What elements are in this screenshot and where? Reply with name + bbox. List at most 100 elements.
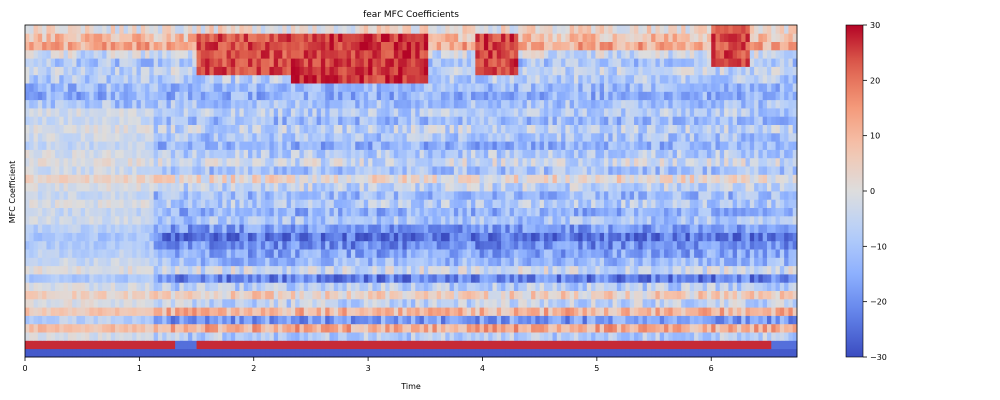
heatmap-cell [531,207,536,217]
heatmap-cell [290,157,296,167]
heatmap-cell [629,132,635,142]
heatmap-cell [724,199,729,208]
heatmap-cell [513,132,519,142]
heatmap-cell [483,174,489,184]
heatmap-cell [586,132,592,142]
heatmap-cell [213,124,219,134]
heatmap-cell [676,215,682,225]
heatmap-cell [303,149,309,159]
heatmap-cell [565,232,571,242]
heatmap-cell [175,315,180,325]
heatmap-cell [338,141,343,150]
heatmap-cell [556,265,562,275]
heatmap-cell [303,215,309,225]
heatmap-cell [290,149,296,159]
heatmap-cell [638,232,643,242]
heatmap-cell [462,141,468,150]
heatmap-cell [269,124,275,134]
heatmap-cell [37,249,43,258]
heatmap-cell [102,315,107,325]
heatmap-cell [269,232,275,242]
heatmap-cell [106,315,112,325]
heatmap-cell [273,282,279,291]
heatmap-cell [449,149,455,159]
heatmap-cell [513,207,519,217]
heatmap-cell [775,191,781,200]
heatmap-cell [72,249,77,258]
heatmap-cell [736,265,742,275]
heatmap-cell [621,240,626,250]
heatmap-cell [719,174,725,184]
heatmap-cell [458,307,463,316]
heatmap-cell [170,290,176,300]
heatmap-cell [72,332,77,341]
heatmap-cell [736,224,742,233]
heatmap-cell [149,315,155,325]
heatmap-cell [676,199,682,208]
heatmap-cell [295,232,300,242]
heatmap-cell [655,332,661,341]
heatmap-cell [616,207,622,217]
heatmap-cell [608,182,613,192]
heatmap-cell [303,191,309,200]
heatmap-cell [140,315,146,325]
heatmap-cell [715,207,721,217]
heatmap-cell [115,232,120,242]
heatmap-cell [282,323,288,333]
heatmap-cell [183,157,189,167]
heatmap-cell [342,332,348,341]
heatmap-cell [415,182,420,192]
heatmap-cell [389,282,395,291]
heatmap-cell [102,224,107,233]
heatmap-cell [518,232,523,242]
heatmap-cell [222,240,227,250]
heatmap-cell [175,307,180,316]
heatmap-cell [736,199,742,208]
heatmap-cell [672,149,678,159]
heatmap-cell [393,340,399,350]
heatmap-cell [621,315,626,325]
heatmap-cell [123,332,129,341]
heatmap-cell [411,141,416,150]
heatmap-cell [115,257,120,267]
heatmap-cell [509,240,515,250]
heatmap-cell [350,207,356,217]
heatmap-cell [380,332,386,341]
heatmap-cell [496,290,502,300]
heatmap-cell [102,157,107,167]
heatmap-cell [788,249,794,258]
heatmap-cell [415,257,420,267]
heatmap-cell [196,132,202,142]
heatmap-cell [621,257,626,267]
heatmap-cell [505,157,511,167]
heatmap-cell [333,298,339,308]
heatmap-cell [350,240,356,250]
heatmap-cell [788,348,794,358]
heatmap-cell [646,215,652,225]
heatmap-cell [115,157,120,167]
heatmap-cell [115,240,120,250]
heatmap-cell [286,215,292,225]
heatmap-cell [732,141,738,150]
heatmap-cell [260,182,266,192]
heatmap-cell [355,282,360,291]
heatmap-cell [475,232,481,242]
heatmap-cell [779,348,785,358]
heatmap-cell [209,298,215,308]
heatmap-cell [445,215,450,225]
heatmap-cell [29,157,34,167]
heatmap-cell [651,240,656,250]
heatmap-cell [157,124,163,134]
heatmap-cell [638,332,643,341]
heatmap-cell [218,348,223,358]
heatmap-cell [338,298,343,308]
heatmap-cell [308,191,313,200]
heatmap-cell [591,332,596,341]
heatmap-cell [55,290,60,300]
heatmap-cell [453,207,459,217]
heatmap-cell [179,166,185,175]
heatmap-cell [63,207,69,217]
heatmap-cell [771,207,776,217]
heatmap-cell [136,224,142,233]
heatmap-cell [732,149,738,159]
